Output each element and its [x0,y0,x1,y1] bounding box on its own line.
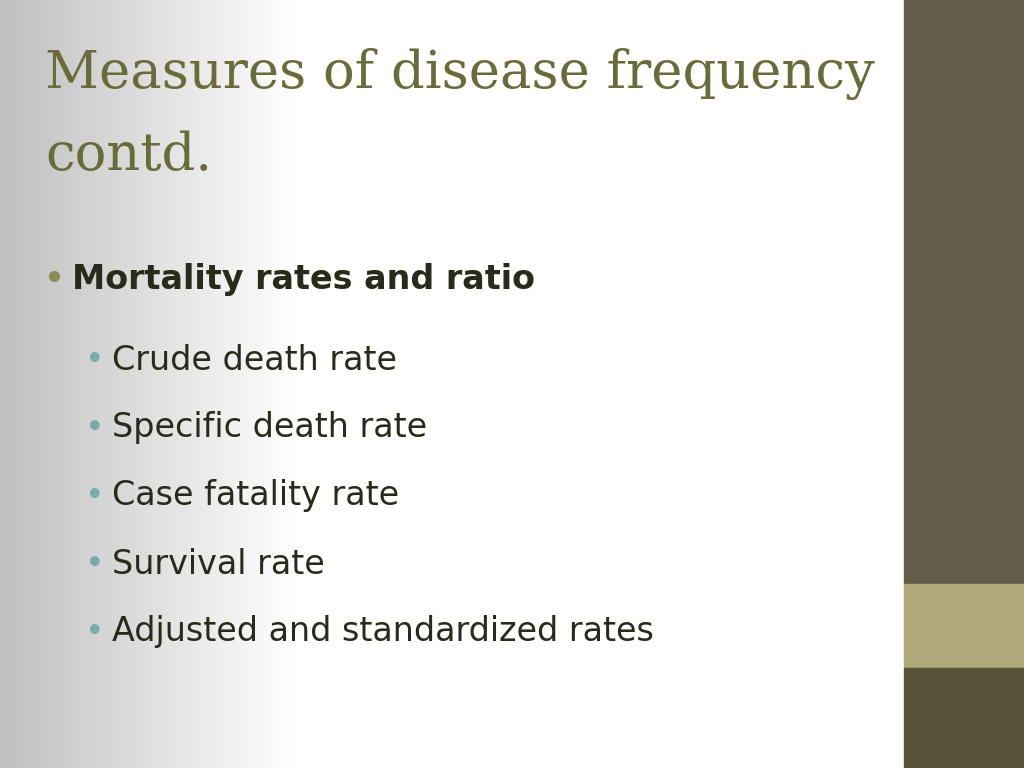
Text: •: • [85,548,104,581]
Text: Crude death rate: Crude death rate [112,343,397,376]
Text: contd.: contd. [45,130,212,181]
Text: •: • [85,479,104,512]
Text: •: • [42,261,65,299]
Text: Adjusted and standardized rates: Adjusted and standardized rates [112,615,654,648]
Bar [904,584,1024,668]
Bar [904,668,1024,768]
Text: •: • [85,343,104,376]
Bar [904,0,1024,584]
Text: •: • [85,615,104,648]
Text: •: • [85,412,104,445]
Text: Measures of disease frequency: Measures of disease frequency [45,48,874,100]
Text: Survival rate: Survival rate [112,548,325,581]
Text: Specific death rate: Specific death rate [112,412,427,445]
Text: Case fatality rate: Case fatality rate [112,479,399,512]
Text: Mortality rates and ratio: Mortality rates and ratio [72,263,535,296]
